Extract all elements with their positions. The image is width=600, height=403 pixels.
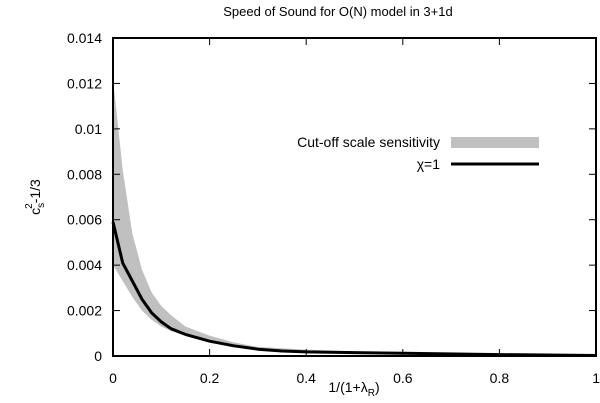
plot-frame	[112, 37, 597, 357]
axis-ticks: 0 0.002 0.004 0.006 0.008 0.01 0.012 0.014 0 0.2 0…	[67, 30, 600, 386]
x-tick-label: 0.6	[393, 370, 413, 386]
y-axis-label-sub: s	[36, 203, 47, 208]
x-tick-label: 0.2	[200, 370, 220, 386]
chart-title: Speed of Sound for O(N) model in 3+1d	[223, 4, 452, 19]
chi-1-line	[111, 221, 597, 357]
x-axis-label-main: 1/(1+λ	[328, 379, 367, 395]
y-axis-label-base: c	[27, 208, 43, 215]
y-axis-label-sup: 2	[24, 203, 35, 209]
legend: Cut-off scale sensitivity χ=1	[297, 134, 539, 172]
x-tick-label: 0.8	[490, 370, 510, 386]
x-tick-label: 0	[109, 370, 117, 386]
y-axis-label: cs2-1/3	[24, 179, 47, 215]
plot-area	[111, 78, 597, 357]
y-tick-label: 0.012	[67, 75, 102, 91]
legend-swatch-band	[451, 137, 539, 148]
x-axis-label-close: )	[375, 379, 380, 395]
x-tick-label: 1	[592, 370, 600, 386]
y-tick-label: 0.004	[67, 257, 102, 273]
y-tick-label: 0.014	[67, 30, 102, 46]
y-tick-label: 0	[94, 348, 102, 364]
x-axis-label-sub: R	[368, 388, 375, 399]
y-tick-label: 0.006	[67, 212, 102, 228]
y-tick-label: 0.01	[75, 121, 102, 137]
legend-label-line: χ=1	[417, 156, 441, 172]
y-tick-label: 0.002	[67, 303, 102, 319]
y-axis-label-rest: -1/3	[27, 179, 43, 203]
x-axis-label: 1/(1+λR)	[328, 379, 379, 399]
legend-label-band: Cut-off scale sensitivity	[297, 134, 440, 150]
y-tick-label: 0.008	[67, 166, 102, 182]
x-tick-label: 0.4	[296, 370, 316, 386]
sensitivity-band	[113, 78, 596, 356]
